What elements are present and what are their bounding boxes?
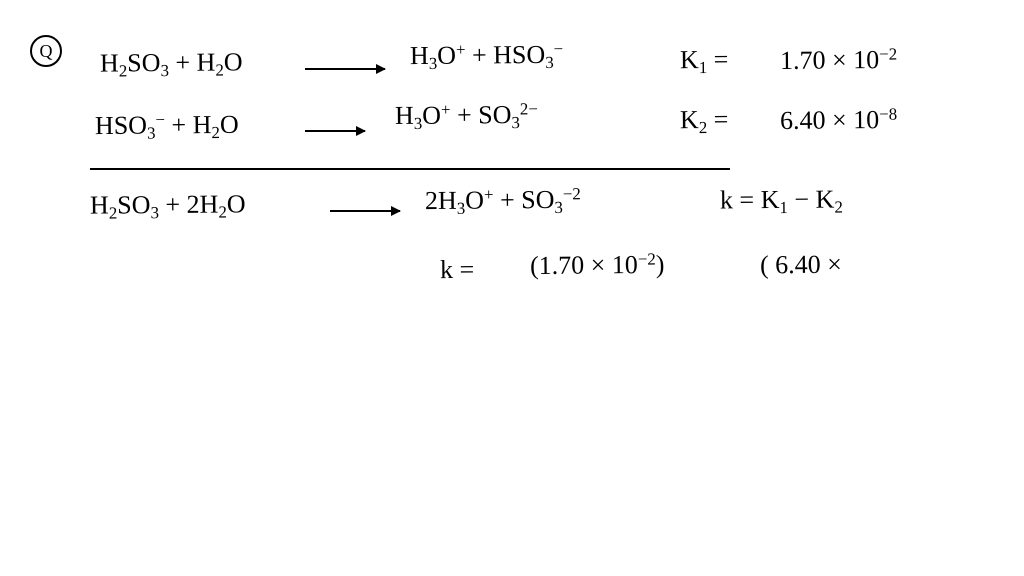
question-marker: Q — [30, 35, 62, 67]
eq1-rhs: H3O+ + HSO3− — [410, 39, 564, 74]
sum-k-expr: k = K1 − K2 — [720, 184, 843, 218]
sum-rule — [90, 168, 730, 170]
eq1-arrow — [305, 68, 385, 70]
eq1-lhs: H2SO3 + H2O — [100, 47, 243, 81]
calc-part1: (1.70 × 10−2) — [530, 249, 665, 281]
eq2-k-label: K2 = — [680, 105, 729, 138]
sum-arrow — [330, 210, 400, 212]
eq2-arrow — [305, 130, 365, 132]
sum-rhs: 2H3O+ + SO3−2 — [425, 184, 581, 219]
eq1-k-label: K1 = — [680, 45, 729, 78]
calc-part2: ( 6.40 × — [760, 250, 842, 281]
sum-lhs: H2SO3 + 2H2O — [90, 189, 246, 223]
eq1-k-value: 1.70 × 10−2 — [780, 44, 897, 75]
worksheet-page: { "marker": { "label": "Q" }, "eq1": { "… — [0, 0, 1024, 576]
eq2-k-value: 6.40 × 10−8 — [780, 104, 897, 135]
eq2-lhs: HSO3− + H2O — [95, 109, 239, 144]
calc-label: k = — [440, 255, 474, 285]
question-marker-label: Q — [40, 41, 53, 62]
eq2-rhs: H3O+ + SO32− — [395, 99, 538, 134]
